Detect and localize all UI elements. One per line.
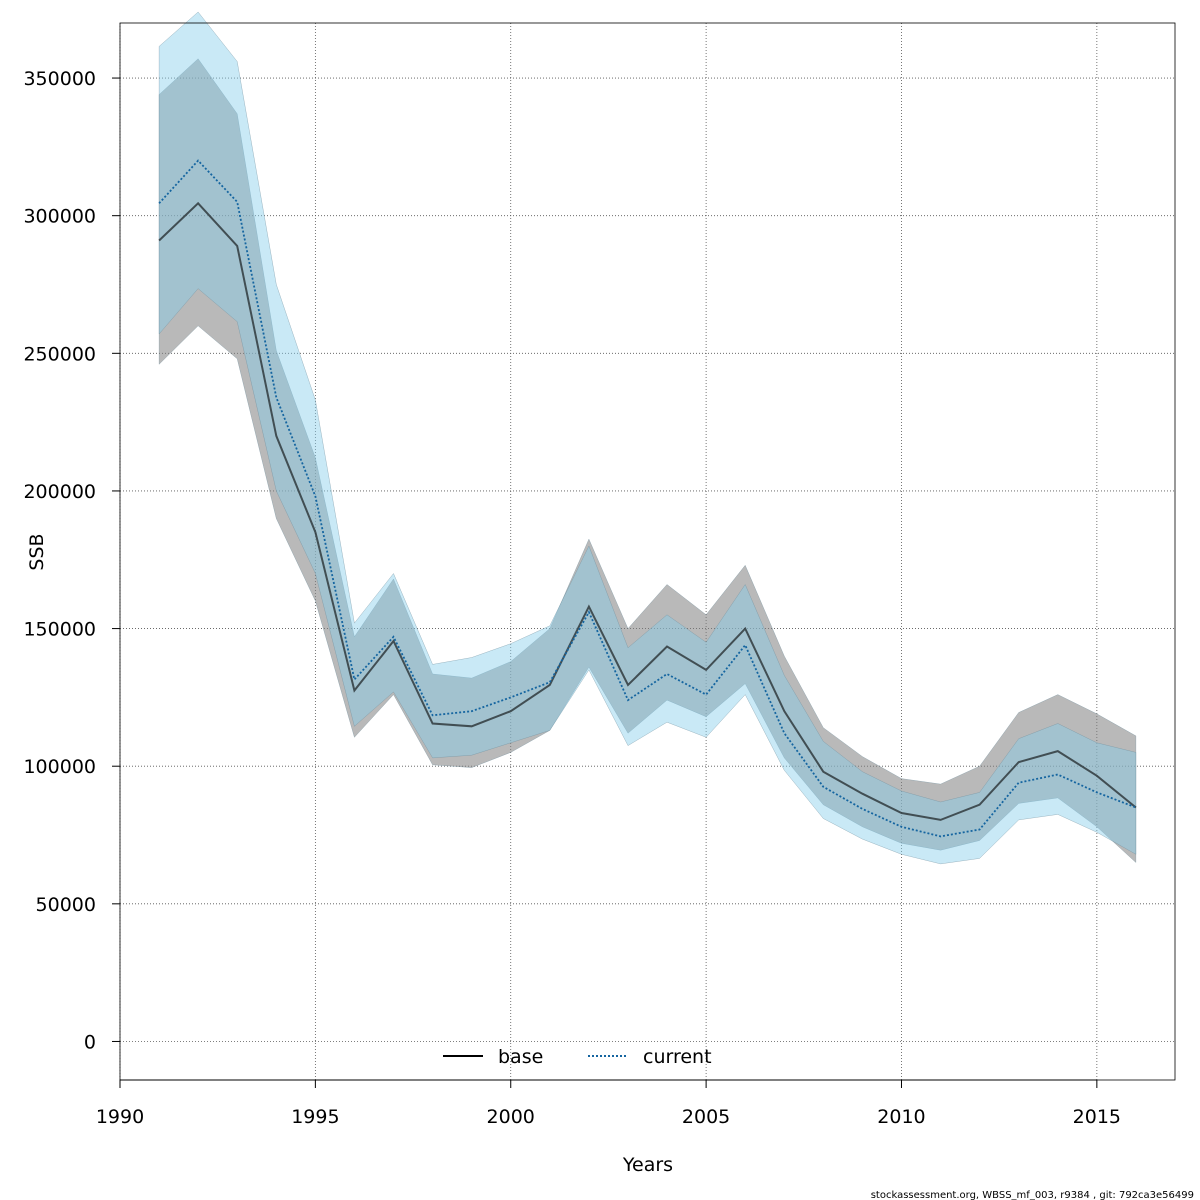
confidence-bands (158, 11, 1137, 865)
y-tick-label-100000: 100000 (23, 756, 96, 778)
x-tick-label-2010: 2010 (877, 1106, 925, 1128)
series-lines (158, 159, 1137, 838)
legend-label-current: current (643, 1046, 712, 1068)
band-current (158, 11, 1137, 865)
plot-frame (119, 22, 1176, 1081)
legend-label-base: base (498, 1046, 543, 1068)
grid (119, 23, 1175, 1080)
legend: base current (443, 1046, 712, 1068)
line-base (158, 201, 1137, 821)
y-tick-label-250000: 250000 (23, 343, 96, 365)
x-tick-label-1990: 1990 (96, 1106, 144, 1128)
y-tick-label-300000: 300000 (23, 206, 96, 228)
x-tick-label-2000: 2000 (487, 1106, 535, 1128)
y-tick-label-350000: 350000 (23, 68, 96, 90)
y-tick-label-150000: 150000 (23, 619, 96, 641)
y-axis-title: SSB (26, 533, 48, 570)
x-tick-label-2005: 2005 (682, 1106, 730, 1128)
x-tick-label-1995: 1995 (291, 1106, 339, 1128)
axes: 0 50000 100000 150000 200000 250000 300000 3500… (23, 68, 1121, 1128)
y-tick-label-50000: 50000 (36, 894, 96, 916)
x-tick-label-2015: 2015 (1073, 1106, 1121, 1128)
footer-note: stockassessment.org, WBSS_mf_003, r9384 … (871, 1190, 1194, 1200)
y-tick-label-200000: 200000 (23, 481, 96, 503)
x-axis-title: Years (622, 1154, 673, 1176)
y-tick-label-0: 0 (84, 1031, 96, 1053)
